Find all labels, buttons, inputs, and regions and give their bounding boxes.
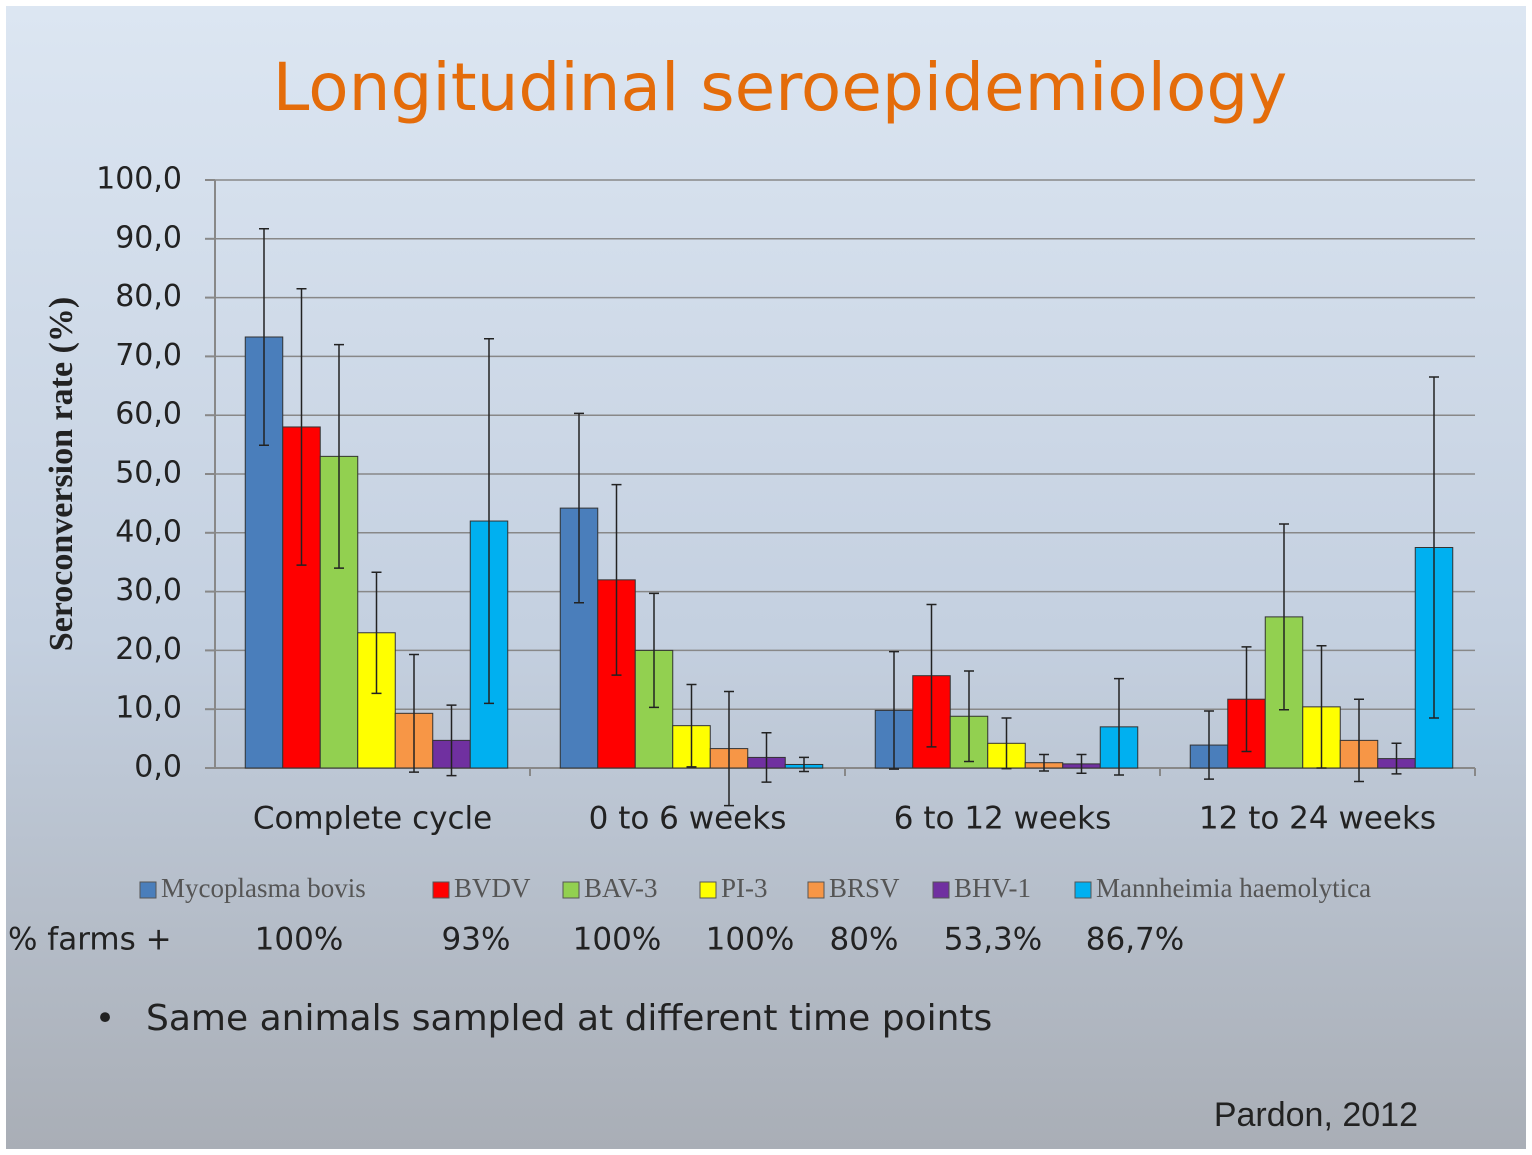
slide-background — [6, 6, 1526, 1149]
chart-title: Longitudinal seroepidemiology — [273, 49, 1288, 126]
error-bar — [649, 592, 659, 709]
farms-row-label: % farms + — [8, 922, 172, 958]
x-tick-label: 12 to 24 weeks — [1199, 801, 1436, 837]
x-tick-label: Complete cycle — [253, 801, 492, 837]
farms-row-value: 86,7% — [1086, 922, 1184, 958]
error-bar — [1279, 523, 1289, 711]
y-tick-label: 0,0 — [134, 750, 182, 785]
error-bar — [296, 288, 307, 566]
error-bar — [1039, 753, 1049, 772]
legend-swatch — [562, 881, 580, 899]
y-tick-label: 30,0 — [115, 573, 182, 608]
legend-swatch — [807, 881, 825, 899]
x-tick-label: 6 to 12 weeks — [894, 801, 1111, 837]
legend-swatch — [432, 881, 450, 899]
error-bar — [371, 571, 382, 695]
error-bar — [1429, 376, 1439, 719]
y-tick-label: 70,0 — [115, 338, 182, 373]
y-tick-label: 50,0 — [115, 456, 182, 491]
bullet-text: Same animals sampled at different time p… — [146, 998, 992, 1039]
bullet-dot: • — [95, 999, 115, 1039]
legend-label: BRSV — [829, 873, 900, 903]
legend-label: BAV-3 — [584, 873, 658, 903]
x-tick-label: 0 to 6 weeks — [589, 801, 787, 837]
legend-label: BVDV — [454, 873, 531, 903]
error-bar — [1001, 717, 1012, 770]
error-bar — [1391, 742, 1402, 775]
error-bar — [574, 412, 584, 604]
farms-row-value: 100% — [573, 922, 662, 958]
y-tick-label: 100,0 — [96, 162, 182, 197]
legend-label: Mannheimia haemolytica — [1096, 873, 1371, 903]
farms-row-value: 100% — [706, 922, 795, 958]
y-tick-label: 60,0 — [115, 397, 182, 432]
error-bar — [446, 704, 457, 777]
legend-swatch — [1074, 881, 1092, 899]
error-bar — [799, 756, 809, 773]
error-bar — [334, 343, 344, 569]
error-bar — [409, 653, 419, 773]
y-tick-label: 80,0 — [115, 279, 182, 314]
error-bar — [761, 731, 772, 783]
error-bar — [1241, 646, 1252, 753]
source: Pardon, 2012 — [1214, 1096, 1418, 1134]
error-bar — [724, 690, 734, 807]
error-bar — [259, 228, 269, 446]
y-tick-label: 40,0 — [115, 514, 182, 549]
legend-swatch — [699, 881, 717, 899]
legend-label: Mycoplasma bovis — [161, 873, 366, 903]
farms-row-value: 53,3% — [944, 922, 1042, 958]
error-bar — [926, 603, 937, 748]
error-bar — [1354, 698, 1364, 783]
y-tick-label: 20,0 — [115, 632, 182, 667]
error-bar — [686, 683, 697, 768]
y-tick-label: 10,0 — [115, 691, 182, 726]
error-bar — [1316, 644, 1327, 769]
farms-row-value: 93% — [442, 922, 511, 958]
legend-swatch — [932, 881, 950, 899]
error-bar — [1204, 710, 1214, 780]
y-axis-label: Seroconversion rate (%) — [43, 297, 80, 651]
farms-row-value: 100% — [255, 922, 344, 958]
error-bar — [889, 650, 899, 770]
error-bar — [1076, 753, 1087, 775]
legend-swatch — [139, 881, 157, 899]
legend-label: BHV-1 — [954, 873, 1031, 903]
error-bar — [484, 338, 494, 705]
farms-row-value: 80% — [830, 922, 899, 958]
y-tick-label: 90,0 — [115, 220, 182, 255]
error-bar — [611, 483, 622, 676]
legend-label: PI-3 — [721, 873, 768, 903]
error-bar — [1114, 677, 1124, 776]
error-bar — [964, 670, 974, 763]
